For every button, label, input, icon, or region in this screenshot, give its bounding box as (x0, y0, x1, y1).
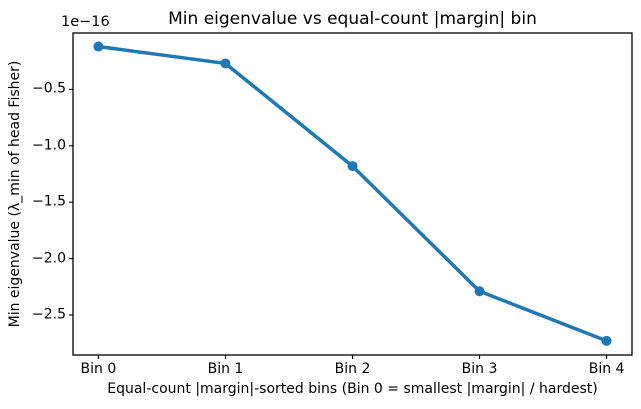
x-tick-label: Bin 2 (334, 361, 371, 377)
x-tick-label: Bin 3 (461, 361, 498, 377)
y-tick-label: −2.5 (32, 306, 66, 323)
x-tick-label: Bin 1 (207, 361, 244, 377)
x-tick-label: Bin 4 (588, 361, 625, 377)
y-axis-offset-text: 1e−16 (61, 14, 110, 30)
chart-title: Min eigenvalue vs equal-count |margin| b… (168, 9, 537, 29)
data-point-marker (347, 161, 358, 172)
x-tick-label: Bin 0 (80, 361, 117, 377)
data-point-marker (474, 286, 485, 297)
data-point-marker (601, 335, 612, 346)
y-tick-label: −1.5 (32, 193, 66, 210)
y-tick-label: −1.0 (32, 137, 66, 154)
axes-frame (72, 32, 633, 356)
y-tick-label: −0.5 (32, 81, 66, 98)
data-point-marker (93, 41, 104, 52)
y-tick-label: −2.0 (32, 250, 66, 267)
data-point-marker (220, 58, 231, 69)
x-axis-label: Equal-count |margin|-sorted bins (Bin 0 … (107, 381, 598, 397)
